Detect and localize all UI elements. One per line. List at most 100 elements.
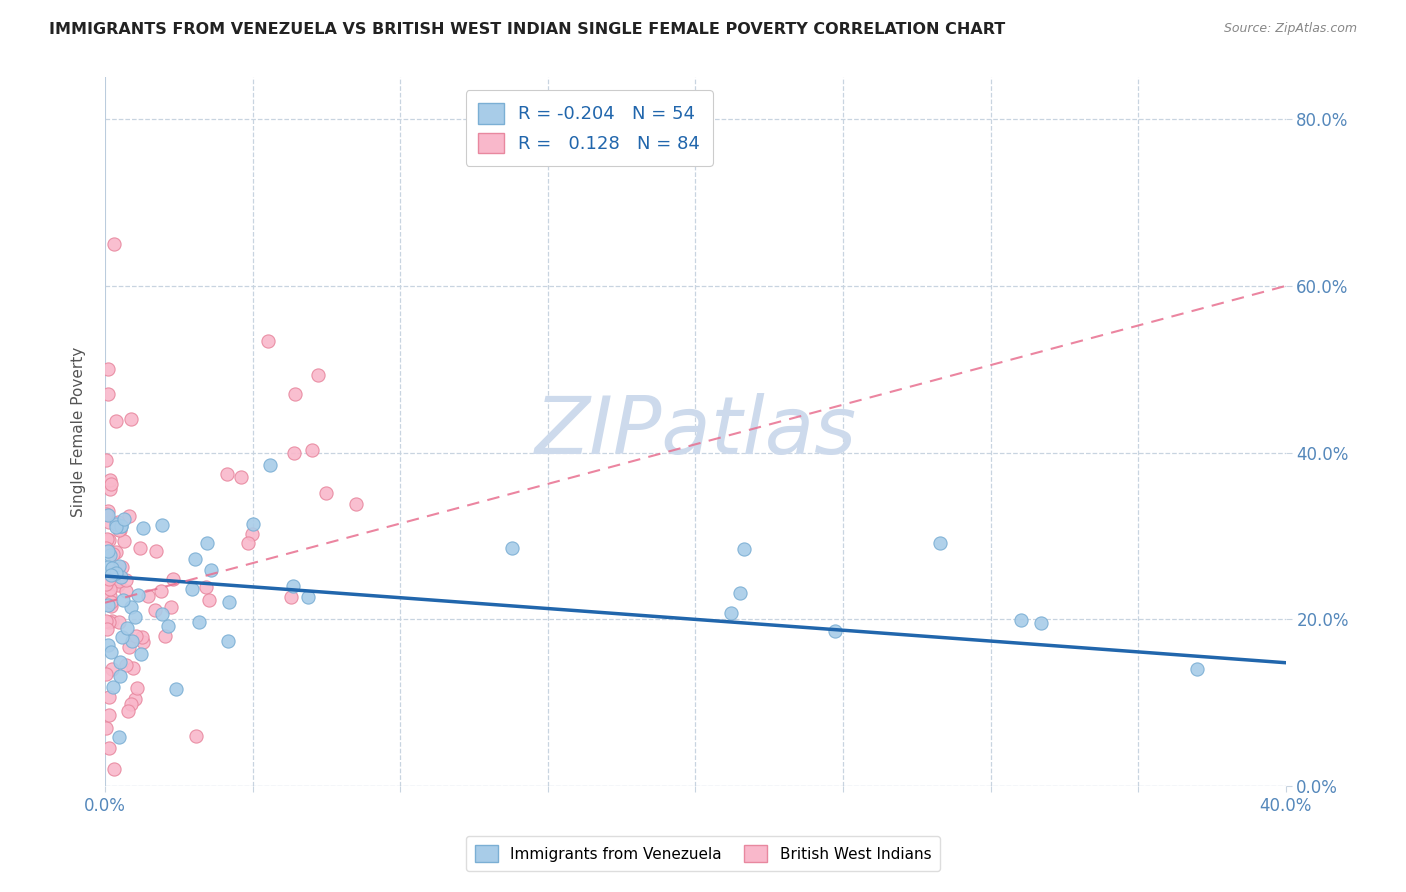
Point	[108, 615, 131, 630]
Point	[160, 600, 183, 615]
Point	[115, 584, 138, 599]
Point	[150, 607, 173, 621]
Point	[97, 508, 120, 522]
Point	[115, 573, 138, 587]
Point	[110, 518, 132, 533]
Point	[96, 507, 118, 521]
Legend: Immigrants from Venezuela, British West Indians: Immigrants from Venezuela, British West …	[465, 836, 941, 871]
Point	[929, 536, 952, 550]
Point	[157, 618, 180, 632]
Point	[103, 763, 125, 777]
Point	[215, 467, 238, 481]
Point	[112, 593, 135, 607]
Point	[218, 595, 240, 609]
Legend: R = -0.204   N = 54, R =   0.128   N = 84: R = -0.204 N = 54, R = 0.128 N = 84	[465, 90, 713, 166]
Point	[108, 559, 131, 574]
Point	[101, 662, 124, 676]
Point	[96, 577, 118, 591]
Point	[100, 589, 122, 603]
Point	[1031, 616, 1053, 631]
Point	[107, 730, 129, 744]
Point	[100, 568, 122, 582]
Point	[107, 523, 129, 537]
Point	[297, 590, 319, 604]
Point	[96, 532, 118, 546]
Point	[97, 572, 120, 586]
Point	[108, 669, 131, 683]
Point	[150, 584, 173, 599]
Point	[114, 657, 136, 672]
Point	[236, 535, 259, 549]
Point	[124, 610, 146, 624]
Point	[120, 697, 142, 711]
Point	[98, 482, 121, 496]
Point	[117, 704, 139, 718]
Point	[200, 563, 222, 577]
Point	[1187, 662, 1209, 676]
Point	[127, 588, 149, 602]
Point	[110, 655, 132, 669]
Point	[105, 568, 128, 582]
Point	[104, 414, 127, 428]
Point	[96, 615, 118, 629]
Point	[120, 600, 142, 615]
Point	[121, 633, 143, 648]
Point	[143, 603, 166, 617]
Point	[184, 552, 207, 566]
Point	[283, 446, 305, 460]
Text: Source: ZipAtlas.com: Source: ZipAtlas.com	[1223, 22, 1357, 36]
Point	[120, 412, 142, 426]
Point	[101, 614, 124, 628]
Point	[124, 692, 146, 706]
Point	[259, 458, 281, 472]
Point	[98, 741, 121, 756]
Point	[104, 520, 127, 534]
Point	[105, 566, 128, 580]
Point	[153, 629, 176, 643]
Point	[145, 543, 167, 558]
Point	[217, 634, 239, 648]
Point	[112, 511, 135, 525]
Point	[315, 486, 337, 500]
Point	[97, 708, 120, 723]
Point	[186, 729, 208, 743]
Point	[107, 515, 129, 529]
Point	[165, 682, 187, 697]
Point	[103, 237, 125, 252]
Point	[96, 453, 118, 467]
Point	[162, 572, 184, 586]
Point	[107, 574, 129, 588]
Point	[111, 560, 134, 574]
Point	[107, 561, 129, 575]
Point	[108, 572, 131, 586]
Point	[132, 521, 155, 535]
Point	[115, 621, 138, 635]
Point	[96, 541, 118, 555]
Point	[104, 516, 127, 531]
Point	[121, 661, 143, 675]
Point	[125, 681, 148, 696]
Point	[96, 666, 118, 681]
Point	[301, 443, 323, 458]
Point	[98, 515, 121, 529]
Point	[195, 580, 218, 594]
Point	[229, 470, 252, 484]
Point	[97, 504, 120, 518]
Point	[97, 559, 120, 574]
Point	[97, 690, 120, 704]
Point	[198, 593, 221, 607]
Point	[101, 680, 124, 694]
Point	[103, 566, 125, 580]
Point	[197, 536, 219, 550]
Point	[242, 517, 264, 532]
Point	[111, 630, 134, 644]
Point	[100, 477, 122, 491]
Point	[283, 579, 305, 593]
Point	[100, 645, 122, 659]
Point	[307, 368, 329, 382]
Point	[118, 509, 141, 524]
Point	[97, 598, 120, 612]
Point	[344, 497, 367, 511]
Point	[733, 541, 755, 556]
Point	[280, 590, 302, 604]
